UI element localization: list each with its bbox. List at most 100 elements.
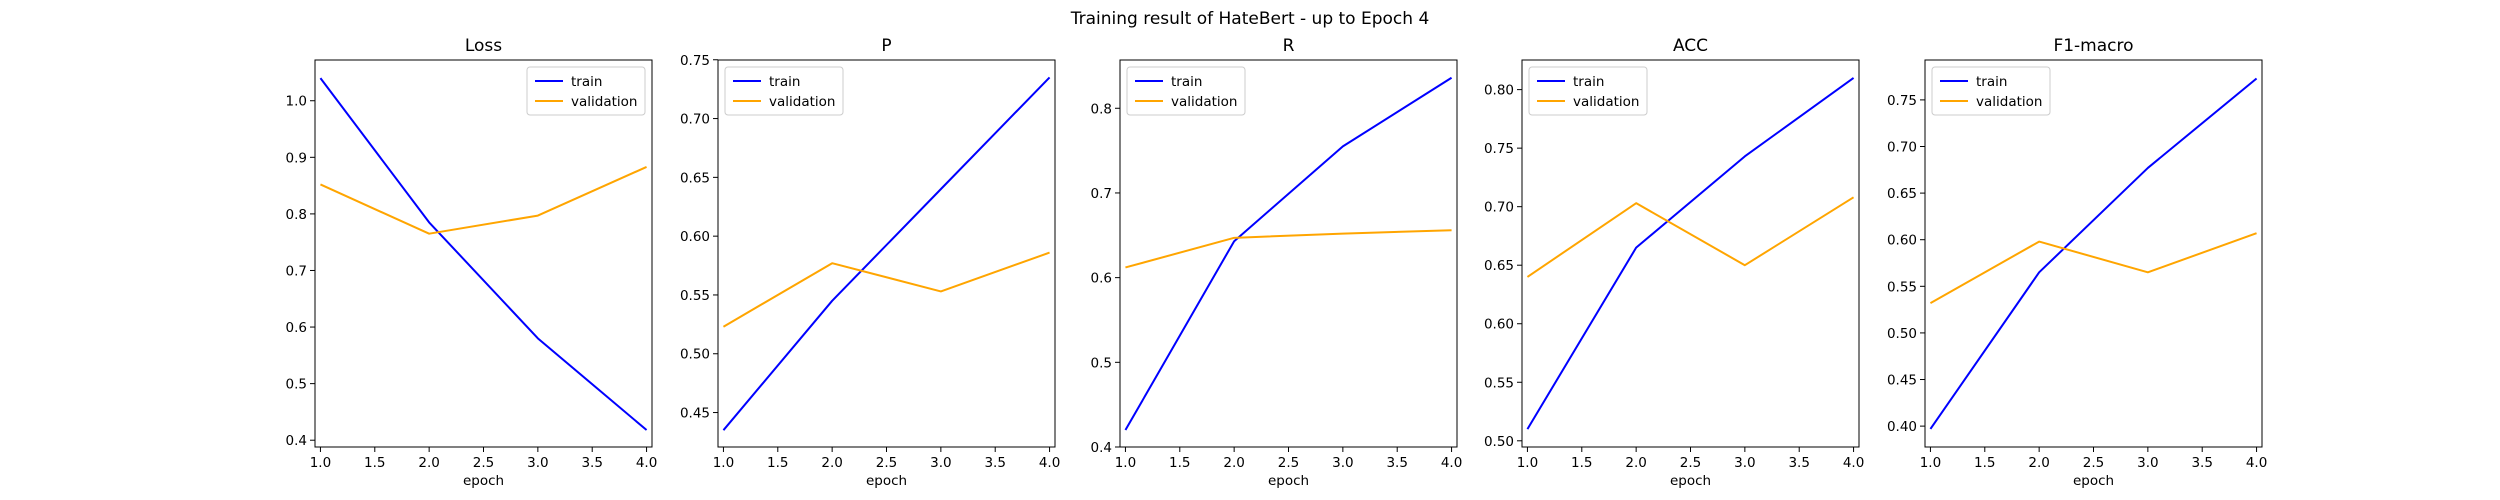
- x-tick-label: 2.5: [2083, 455, 2104, 471]
- y-tick-label: 0.8: [286, 207, 307, 223]
- y-tick-label: 0.9: [286, 150, 307, 166]
- y-tick-label: 0.65: [680, 170, 710, 186]
- series-line-validation: [1125, 229, 1452, 269]
- series-line-train: [319, 77, 648, 431]
- y-tick-label: 0.70: [1887, 139, 1917, 155]
- x-tick-label: 2.0: [2028, 455, 2049, 471]
- x-tick-label: 1.5: [364, 455, 385, 471]
- subplot-p: P 1.0 1.5 2.0 2.5 3.0 3.5 4.0 0.45 0.50 0.55 0.60 0.…: [680, 36, 1060, 489]
- y-tick-label: 0.55: [680, 288, 710, 304]
- x-tick-label: 2.5: [1680, 455, 1701, 471]
- x-tick-label: 3.0: [930, 455, 951, 471]
- plot-area: [314, 59, 653, 448]
- subplot-grid: Loss 1.0 1.5 2.0 2.5 3.0 3.5 4.0 0.4 0.5 0.6 0.7 0.8…: [286, 36, 2268, 489]
- subplot-loss: Loss 1.0 1.5 2.0 2.5 3.0 3.5 4.0 0.4 0.5 0.6 0.7 0.8…: [286, 36, 658, 489]
- legend-label-train: train: [1573, 74, 1604, 90]
- x-axis-label: epoch: [1670, 473, 1711, 489]
- x-tick-label: 4.0: [1843, 455, 1864, 471]
- series-line-validation: [722, 251, 1050, 328]
- legend-label-validation: validation: [1976, 94, 2042, 110]
- x-tick-label: 3.0: [2137, 455, 2158, 471]
- subplot-f1-macro: F1-macro 1.0 1.5 2.0 2.5 3.0 3.5 4.0 0.40 0.45 0.5…: [1887, 36, 2267, 489]
- legend-box: [724, 66, 844, 116]
- y-tick-label: 0.60: [1484, 317, 1514, 333]
- y-tick-label: 0.80: [1484, 83, 1514, 99]
- y-tick-label: 0.4: [1091, 440, 1112, 456]
- x-tick-label: 1.5: [1169, 455, 1190, 471]
- subplot-r: R 1.0 1.5 2.0 2.5 3.0 3.5 4.0 0.4 0.5 0.6 0.7 0.8 epo…: [1091, 36, 1463, 489]
- subplot-acc: ACC 1.0 1.5 2.0 2.5 3.0 3.5 4.0 0.50 0.55 0.60 0.65…: [1484, 36, 1864, 489]
- y-tick-label: 0.4: [286, 433, 307, 449]
- x-tick-label: 1.5: [1571, 455, 1592, 471]
- x-tick-label: 1.0: [310, 455, 331, 471]
- figure-title: Training result of HateBert - up to Epoc…: [1070, 9, 1430, 29]
- y-tick-label: 0.65: [1887, 186, 1917, 202]
- x-tick-label: 2.0: [1625, 455, 1646, 471]
- x-tick-label: 4.0: [2246, 455, 2267, 471]
- legend-box: [526, 66, 646, 116]
- x-tick-label: 1.5: [1974, 455, 1995, 471]
- legend: train validation: [526, 66, 646, 116]
- series-line-train: [1929, 77, 2258, 430]
- y-tick-label: 0.75: [680, 53, 710, 69]
- plot-area: [717, 59, 1056, 448]
- subplot-title: R: [1283, 36, 1295, 56]
- subplot-title: P: [881, 36, 891, 56]
- series-line-train: [1526, 77, 1855, 430]
- series-line-train: [1124, 76, 1453, 431]
- y-tick-label: 0.6: [1091, 271, 1112, 287]
- series-line-validation: [320, 166, 647, 235]
- x-axis-label: epoch: [1268, 473, 1309, 489]
- subplot-title: ACC: [1673, 36, 1708, 56]
- y-tick-label: 0.40: [1887, 419, 1917, 435]
- y-tick-label: 0.75: [1887, 93, 1917, 109]
- x-tick-label: 1.5: [767, 455, 788, 471]
- x-tick-label: 1.0: [1920, 455, 1941, 471]
- legend: train validation: [724, 66, 844, 116]
- series-line-train: [722, 76, 1051, 431]
- x-tick-label: 3.5: [581, 455, 602, 471]
- legend-label-validation: validation: [769, 94, 835, 110]
- x-tick-label: 3.5: [984, 455, 1005, 471]
- legend-label-train: train: [1171, 74, 1202, 90]
- y-tick-label: 0.55: [1484, 375, 1514, 391]
- y-tick-label: 0.65: [1484, 258, 1514, 274]
- y-tick-label: 0.55: [1887, 279, 1917, 295]
- y-tick-label: 0.5: [1091, 355, 1112, 371]
- y-tick-label: 0.7: [1091, 186, 1112, 202]
- y-tick-label: 0.5: [286, 377, 307, 393]
- y-tick-label: 0.50: [680, 347, 710, 363]
- legend-label-validation: validation: [1573, 94, 1639, 110]
- x-tick-label: 2.5: [473, 455, 494, 471]
- y-tick-label: 0.75: [1484, 141, 1514, 157]
- x-tick-label: 4.0: [636, 455, 657, 471]
- x-tick-label: 3.0: [527, 455, 548, 471]
- legend-label-validation: validation: [1171, 94, 1237, 110]
- x-tick-label: 3.5: [1788, 455, 1809, 471]
- x-tick-label: 2.5: [1278, 455, 1299, 471]
- x-axis-label: epoch: [2073, 473, 2114, 489]
- y-tick-label: 0.50: [1484, 434, 1514, 450]
- series-line-validation: [1526, 196, 1855, 278]
- legend-label-train: train: [571, 74, 602, 90]
- x-tick-label: 2.0: [418, 455, 439, 471]
- x-tick-label: 1.0: [1115, 455, 1136, 471]
- y-tick-label: 0.50: [1887, 326, 1917, 342]
- legend: train validation: [1528, 66, 1648, 116]
- y-tick-label: 0.8: [1091, 101, 1112, 117]
- y-tick-label: 0.60: [1887, 233, 1917, 249]
- x-tick-label: 1.0: [713, 455, 734, 471]
- legend-box: [1931, 66, 2051, 116]
- legend: train validation: [1931, 66, 2051, 116]
- x-tick-label: 1.0: [1517, 455, 1538, 471]
- x-axis-label: epoch: [866, 473, 907, 489]
- plot-area: [1924, 59, 2263, 448]
- legend: train validation: [1126, 66, 1246, 116]
- legend-label-validation: validation: [571, 94, 637, 110]
- legend-box: [1126, 66, 1246, 116]
- subplot-title: F1-macro: [2053, 36, 2133, 56]
- y-tick-label: 0.7: [286, 263, 307, 279]
- x-tick-label: 2.0: [821, 455, 842, 471]
- x-tick-label: 2.0: [1223, 455, 1244, 471]
